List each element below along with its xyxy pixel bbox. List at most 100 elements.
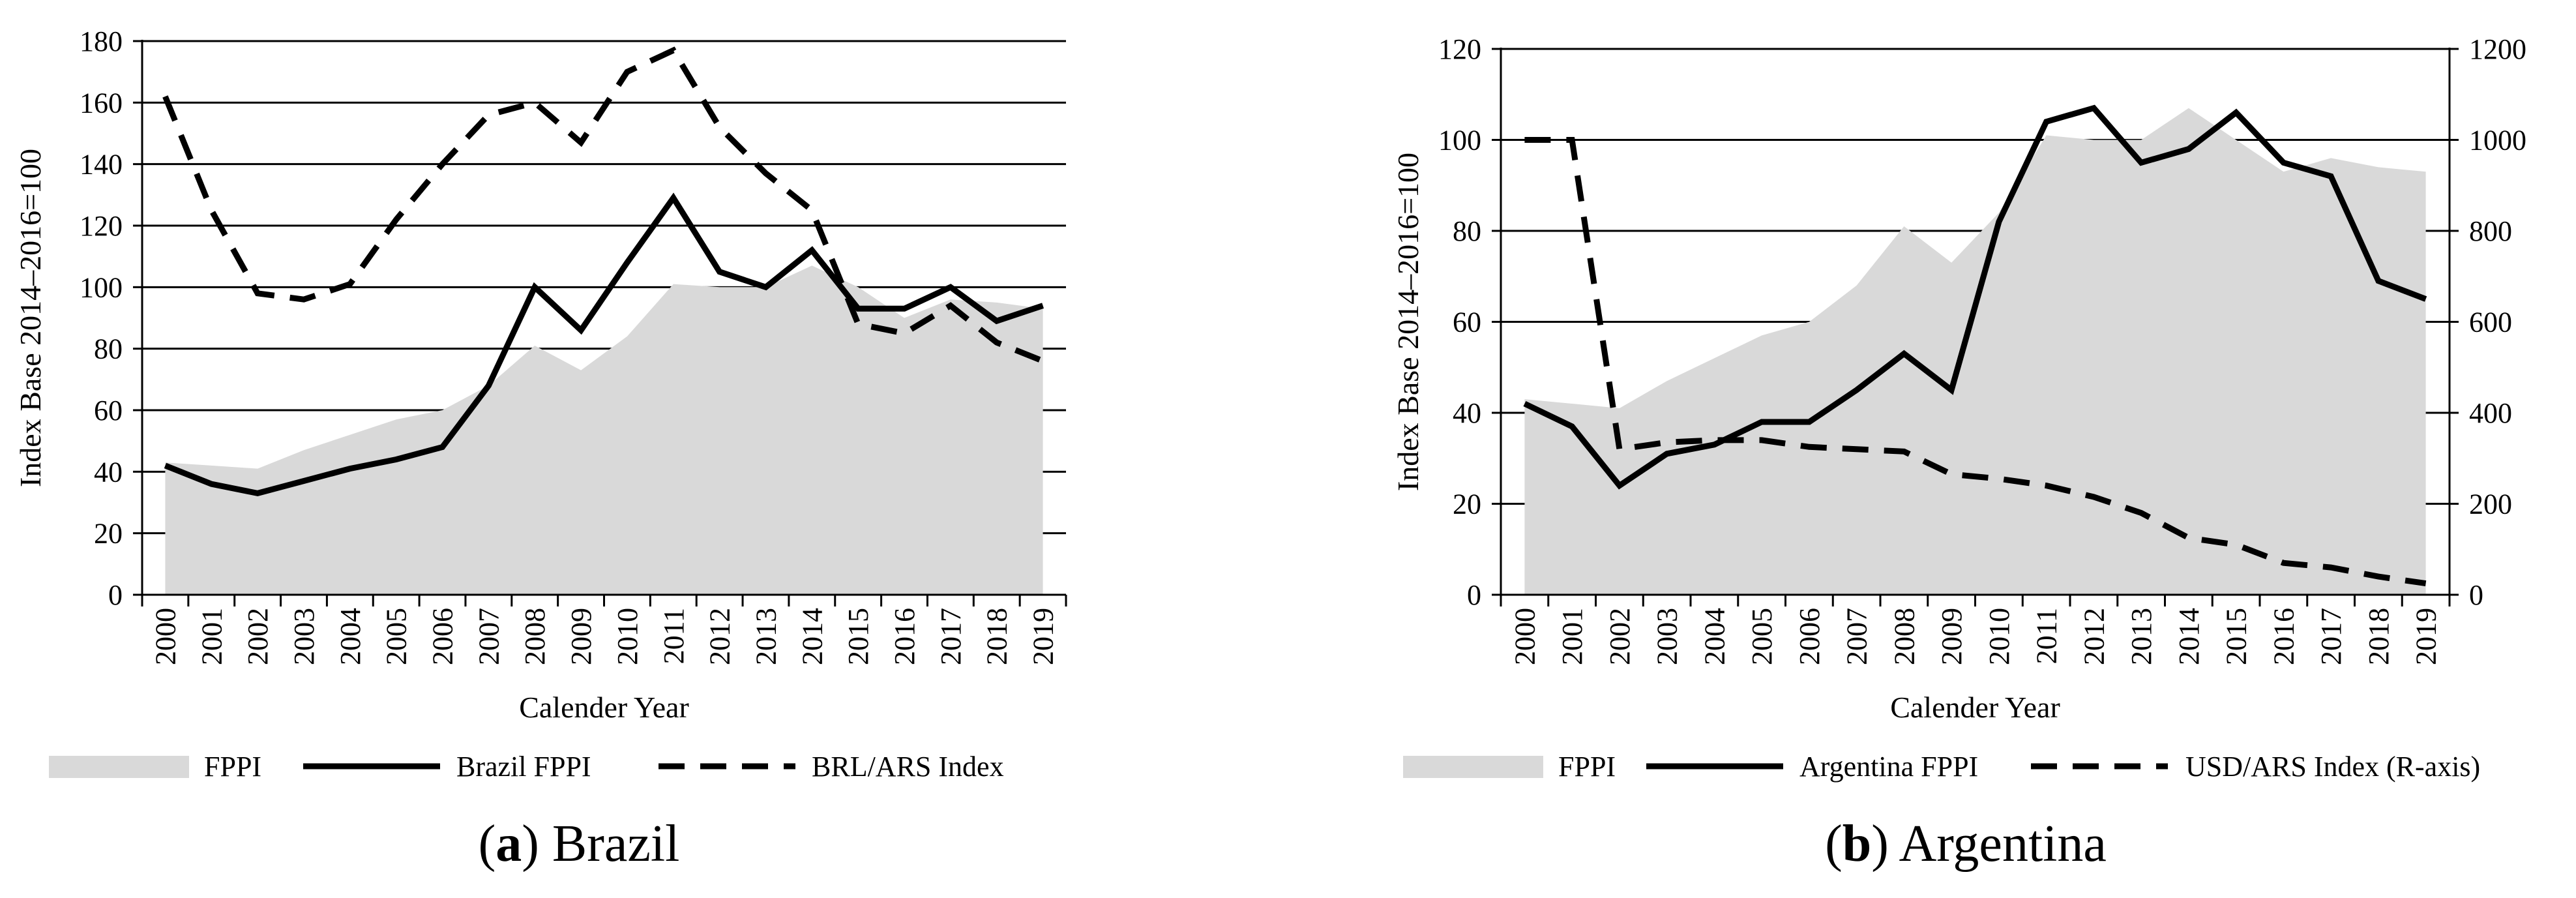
x-tick-label: 2002 [1604, 608, 1636, 665]
y-tick-label: 120 [80, 210, 123, 242]
legend-label-fppi: FPPI [1558, 751, 1616, 783]
x-tick-label: 2016 [2268, 608, 2300, 665]
y2-tick-label: 1000 [2469, 125, 2526, 157]
area-fppi [1524, 108, 2426, 595]
area-layer [165, 265, 1043, 595]
x-tick-label: 2001 [196, 608, 228, 665]
x-tick-label: 2018 [981, 608, 1013, 665]
x-tick-label: 2012 [704, 608, 736, 665]
x-tick-label: 2002 [242, 608, 274, 665]
y-tick-label: 0 [108, 579, 123, 611]
x-tick-label: 2016 [889, 608, 921, 665]
caption-argentina: (b) Argentina [1825, 815, 2107, 873]
legend-label-argentina-fppi: Argentina FPPI [1799, 751, 1978, 783]
legend-label-usd-ars: USD/ARS Index (R-axis) [2185, 751, 2480, 783]
y-tick-label: 140 [80, 149, 123, 181]
x-tick-label: 2012 [2078, 608, 2110, 665]
axes [133, 40, 1067, 606]
x-tick-label: 2019 [2410, 608, 2442, 665]
y-tick-label: 120 [1438, 33, 1481, 65]
x-tick-labels: 2000 2001 2002 2003 2004 2005 2006 2007 2008 2009… [1509, 608, 2442, 665]
x-tick-label: 2008 [1888, 608, 1920, 665]
legend: FPPI Brazil FPPI BRL/ARS Index [49, 751, 1004, 783]
x-tick-label: 2011 [658, 608, 690, 664]
y-axis-title: Index Base 2014–2016=100 [1391, 153, 1425, 491]
x-tick-label: 2003 [1651, 608, 1683, 665]
x-tick-label: 2007 [473, 608, 505, 665]
x-tick-label: 2009 [565, 608, 597, 665]
x-axis-title: Calender Year [519, 691, 689, 724]
x-tick-label: 2019 [1028, 608, 1059, 665]
x-tick-label: 2010 [1983, 608, 2015, 665]
y-tick-label: 160 [80, 87, 123, 119]
x-tick-label: 2014 [2173, 608, 2205, 665]
y-tick-label: 80 [1453, 215, 1481, 247]
series-line-brazil-fppi [164, 192, 1044, 497]
lines-layer [162, 46, 1044, 497]
y-tick-label: 100 [1438, 125, 1481, 157]
x-tick-label: 2006 [1794, 608, 1826, 665]
y2-tick-label: 200 [2469, 488, 2512, 520]
series-line-argentina-fppi [1523, 104, 2427, 490]
x-tick-label: 2000 [1509, 608, 1541, 665]
x-tick-label: 2005 [381, 608, 413, 665]
x-tick-label: 2004 [334, 608, 366, 665]
x-tick-label: 2018 [2363, 608, 2395, 665]
x-tick-label: 2017 [2315, 608, 2347, 665]
x-tick-label: 2014 [796, 608, 828, 665]
x-tick-label: 2015 [842, 608, 874, 665]
y-tick-label: 0 [1467, 579, 1481, 611]
legend-label-brazil-fppi: Brazil FPPI [456, 751, 591, 783]
x-tick-label: 2001 [1556, 608, 1588, 665]
x-tick-label: 2003 [288, 608, 320, 665]
y2-tick-label: 0 [2469, 579, 2483, 611]
y-tick-label: 20 [1453, 488, 1481, 520]
series-line-brl-ars-index [162, 46, 1044, 364]
y2-tick-label: 600 [2469, 307, 2512, 338]
x-tick-label: 2015 [2221, 608, 2253, 665]
y-tick-label: 100 [80, 271, 123, 303]
x-tick-label: 2006 [427, 608, 459, 665]
area-fppi [165, 265, 1043, 595]
lines-layer [1523, 104, 2427, 587]
x-tick-label: 2008 [519, 608, 551, 665]
x-tick-label: 2011 [2031, 608, 2063, 664]
y2-tick-label: 400 [2469, 397, 2512, 429]
legend-label-brl-ars: BRL/ARS Index [812, 751, 1004, 783]
axes [1492, 48, 2459, 606]
y-tick-label: 180 [80, 25, 123, 57]
y2-tick-label: 800 [2469, 215, 2512, 247]
y-tick-labels: 0 20 40 60 80 100 120 [1438, 33, 1481, 611]
y-tick-label: 60 [94, 395, 123, 427]
legend-label-fppi: FPPI [204, 751, 261, 783]
x-tick-label: 2004 [1698, 608, 1730, 665]
y-axis-title: Index Base 2014–2016=100 [14, 149, 47, 487]
x-tick-label: 2005 [1746, 608, 1778, 665]
x-tick-label: 2013 [750, 608, 782, 665]
x-tick-label: 2000 [149, 608, 181, 665]
x-tick-label: 2009 [1936, 608, 1968, 665]
y-tick-label: 40 [1453, 397, 1481, 429]
caption-brazil: (a) Brazil [479, 815, 680, 873]
area-layer [1524, 108, 2426, 595]
x-tick-label: 2010 [612, 608, 644, 665]
x-tick-label: 2007 [1841, 608, 1873, 665]
legend-swatch-fppi [49, 756, 189, 778]
y-tick-label: 60 [1453, 307, 1481, 338]
y2-tick-labels: 0 200 400 600 800 1000 1200 [2469, 33, 2526, 611]
legend-swatch-fppi [1403, 756, 1543, 778]
y-tick-label: 80 [94, 333, 123, 365]
x-tick-label: 2013 [2125, 608, 2157, 665]
x-tick-label: 2017 [935, 608, 967, 665]
series-line-usd-ars-index-r-axis [1524, 137, 2427, 587]
y2-tick-label: 1200 [2469, 33, 2526, 65]
x-tick-labels: 2000 2001 2002 2003 2004 2005 2006 2007 2008 2009… [149, 608, 1059, 665]
y-tick-labels: 0 20 40 60 80 100 120 140 160 180 [80, 25, 123, 611]
legend: FPPI Argentina FPPI USD/ARS Index (R-axi… [1403, 751, 2480, 783]
y-tick-label: 20 [94, 518, 123, 550]
y-tick-label: 40 [94, 456, 123, 488]
chart-argentina: 0 20 40 60 80 100 120 0 200 400 600 800 1000 1200 20… [1391, 33, 2526, 873]
x-axis-title: Calender Year [1890, 691, 2060, 724]
